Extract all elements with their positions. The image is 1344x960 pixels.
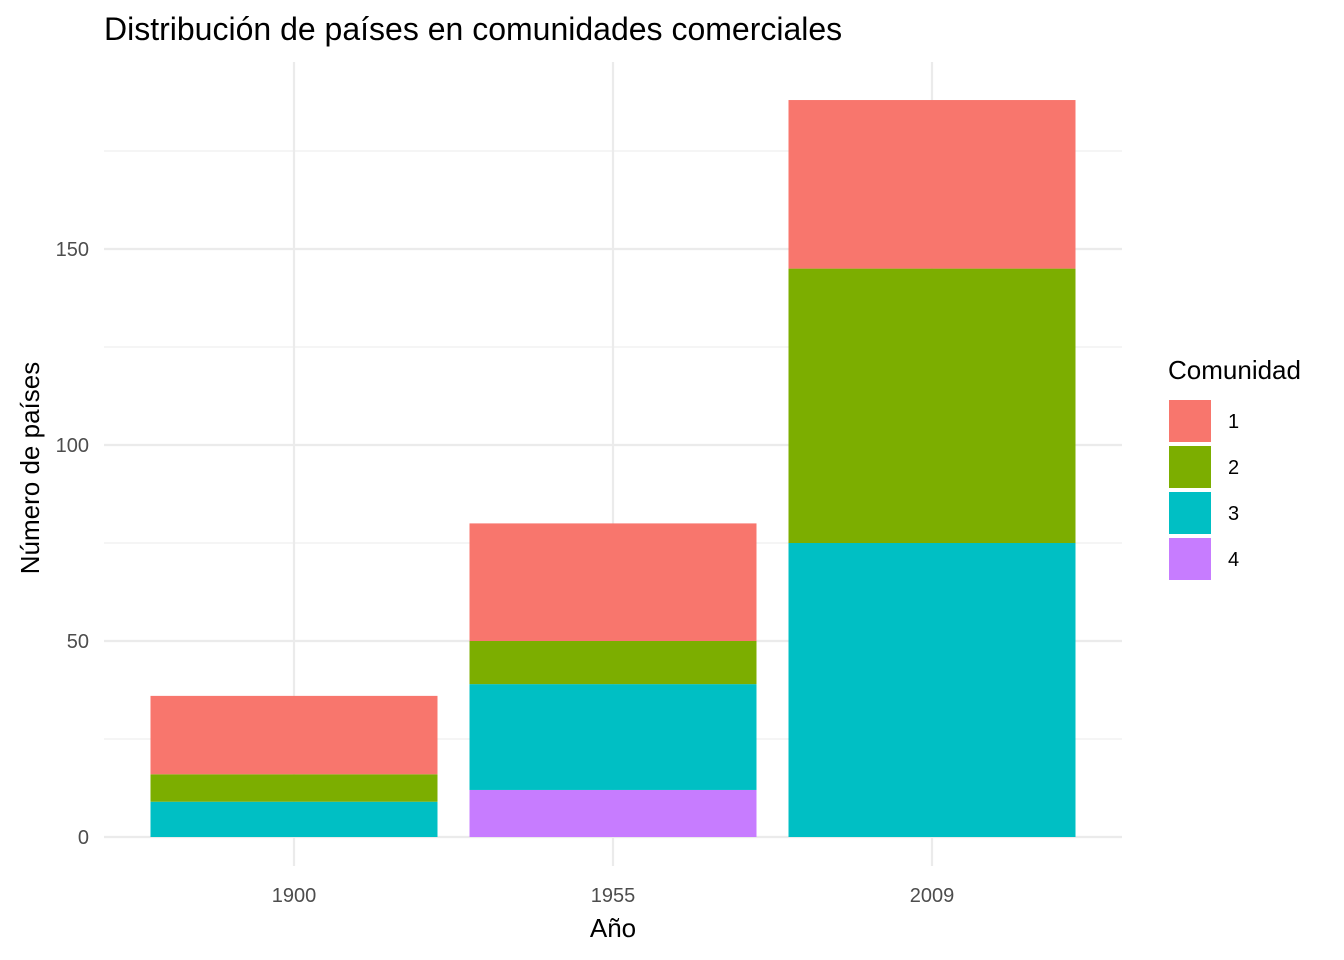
y-axis-ticks: 0 50 100 150 xyxy=(56,239,89,849)
legend-label-2: 2 xyxy=(1228,457,1239,479)
bar-segment-1955-comunidad-4 xyxy=(469,789,757,837)
bars xyxy=(150,100,1076,837)
y-tick-label: 0 xyxy=(78,827,89,849)
bar-segment-2009-comunidad-2 xyxy=(788,268,1076,543)
legend-swatch-3 xyxy=(1169,492,1211,534)
y-tick-label: 100 xyxy=(56,435,89,457)
legend-label-4: 4 xyxy=(1228,549,1239,571)
y-tick-label: 50 xyxy=(67,631,89,653)
legend-swatch-2 xyxy=(1169,446,1211,488)
legend: Comunidad 1 2 3 4 xyxy=(1168,355,1301,580)
bar-segment-1900-comunidad-1 xyxy=(150,695,438,775)
x-tick-label: 2009 xyxy=(910,885,955,907)
x-axis-ticks: 1900 1955 2009 xyxy=(272,885,955,907)
legend-label-1: 1 xyxy=(1228,411,1239,433)
legend-title: Comunidad xyxy=(1168,355,1301,385)
legend-swatch-4 xyxy=(1169,538,1211,580)
legend-items: 1 2 3 4 xyxy=(1169,400,1239,580)
bar-segment-1955-comunidad-3 xyxy=(469,684,757,790)
bar-segment-1900-comunidad-3 xyxy=(150,801,438,837)
x-axis-title: Año xyxy=(590,913,636,943)
bar-segment-1955-comunidad-1 xyxy=(469,523,757,641)
bar-segment-1955-comunidad-2 xyxy=(469,641,757,685)
legend-swatch-1 xyxy=(1169,400,1211,442)
x-tick-label: 1900 xyxy=(272,885,317,907)
y-axis-title: Número de países xyxy=(15,362,45,574)
legend-label-3: 3 xyxy=(1228,503,1239,525)
bar-segment-2009-comunidad-3 xyxy=(788,543,1076,837)
chart-title: Distribución de países en comunidades co… xyxy=(104,11,842,47)
x-tick-label: 1955 xyxy=(591,885,636,907)
bar-segment-1900-comunidad-2 xyxy=(150,774,438,802)
y-tick-label: 150 xyxy=(56,239,89,261)
bar-segment-2009-comunidad-1 xyxy=(788,100,1076,269)
